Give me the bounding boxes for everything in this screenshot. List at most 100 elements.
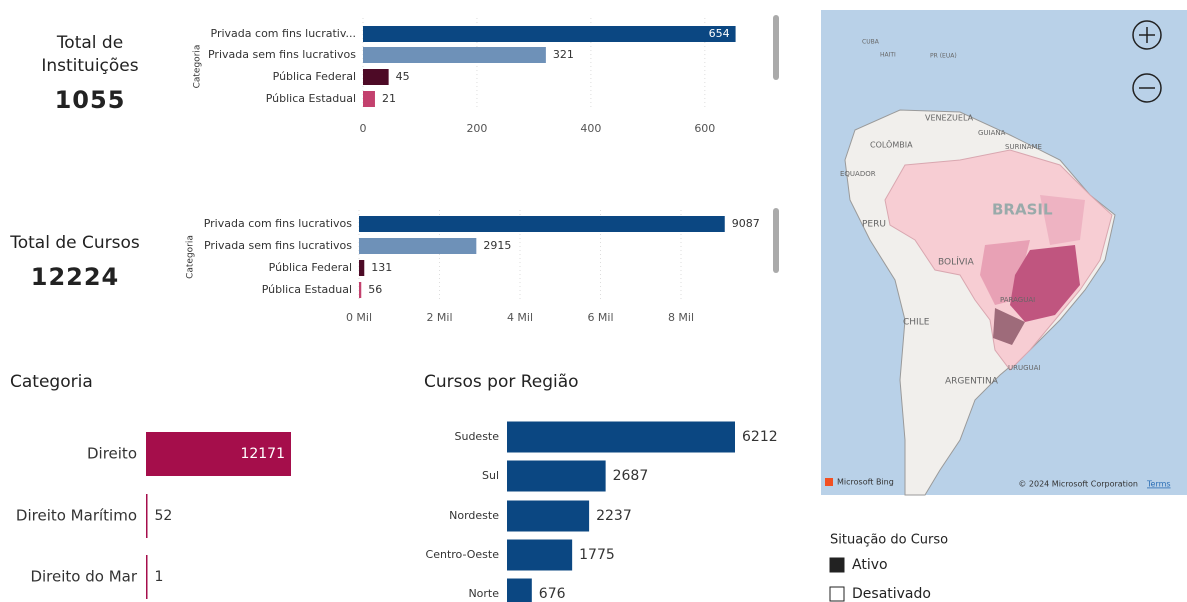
bing-logo bbox=[825, 478, 833, 486]
value-label: 131 bbox=[371, 261, 392, 274]
axis-title: Categoria bbox=[193, 45, 203, 89]
category-label: Privada sem fins lucrativos bbox=[208, 48, 356, 61]
category-label: Direito bbox=[87, 445, 137, 463]
slicer-item[interactable]: Desativado bbox=[852, 586, 931, 602]
category-label: Privada sem fins lucrativos bbox=[204, 239, 352, 252]
map-label: GUIANA bbox=[978, 129, 1006, 137]
x-tick-label: 0 Mil bbox=[346, 311, 372, 324]
bar bbox=[359, 238, 477, 254]
region-nordeste bbox=[1040, 195, 1085, 245]
x-tick-label: 400 bbox=[580, 122, 601, 135]
map-label: HAITI bbox=[880, 52, 896, 59]
category-label: Direito Marítimo bbox=[16, 507, 137, 525]
value-label: 321 bbox=[553, 48, 574, 61]
map-label: COLÔMBIA bbox=[870, 139, 913, 150]
x-tick-label: 200 bbox=[466, 122, 487, 135]
map-terms[interactable]: Terms bbox=[1146, 480, 1171, 489]
map-label: CUBA bbox=[862, 39, 880, 46]
map-label: URUGUAI bbox=[1008, 364, 1041, 372]
map-label: PR (EUA) bbox=[930, 53, 957, 60]
category-label: Norte bbox=[468, 587, 499, 600]
chart-title: Cursos por Região bbox=[424, 372, 579, 392]
bar bbox=[363, 91, 375, 107]
value-label: 9087 bbox=[732, 217, 760, 230]
value-label: 52 bbox=[155, 508, 173, 524]
category-label: Sudeste bbox=[454, 430, 499, 443]
x-tick-label: 600 bbox=[694, 122, 715, 135]
category-label: Privada com fins lucrativ... bbox=[211, 27, 356, 40]
zoom-in-icon bbox=[1139, 27, 1155, 43]
x-tick-label: 8 Mil bbox=[668, 311, 694, 324]
x-tick-label: 2 Mil bbox=[426, 311, 452, 324]
slicer-title: Situação do Curso bbox=[830, 533, 948, 548]
kpi-label: Total de Instituições bbox=[41, 33, 139, 76]
bar bbox=[359, 282, 362, 298]
map-copyright: © 2024 Microsoft Corporation bbox=[1018, 480, 1138, 489]
bar bbox=[507, 578, 532, 602]
category-label: Nordeste bbox=[449, 509, 499, 522]
region-sudeste bbox=[1010, 245, 1080, 322]
value-label: 2915 bbox=[483, 239, 511, 252]
map-label: BRASIL bbox=[992, 201, 1053, 219]
checkbox[interactable] bbox=[829, 586, 845, 602]
bar bbox=[146, 494, 148, 538]
map-label: PERU bbox=[862, 220, 886, 230]
axis-title: Categoria bbox=[186, 235, 196, 279]
bar bbox=[507, 500, 590, 532]
value-label: 2237 bbox=[596, 508, 632, 524]
scrollbar[interactable] bbox=[773, 15, 779, 80]
zoom-in[interactable] bbox=[1132, 20, 1162, 50]
bar bbox=[146, 555, 148, 599]
category-label: Privada com fins lucrativos bbox=[204, 217, 353, 230]
scrollbar[interactable] bbox=[773, 208, 779, 273]
bar bbox=[359, 216, 725, 232]
value-label: 1 bbox=[155, 569, 164, 585]
zoom-out[interactable] bbox=[1132, 73, 1162, 103]
kpi-card: Total de Cursos 12224 bbox=[0, 232, 150, 291]
x-tick-label: 4 Mil bbox=[507, 311, 533, 324]
slicer-item[interactable]: Ativo bbox=[852, 557, 888, 573]
value-label: 45 bbox=[396, 70, 410, 83]
category-label: Pública Federal bbox=[269, 261, 352, 274]
map-label: CHILE bbox=[903, 318, 930, 328]
bar bbox=[363, 47, 546, 63]
map-attribution: Microsoft Bing bbox=[837, 478, 894, 487]
kpi-label: Total de Cursos bbox=[10, 233, 140, 253]
category-label: Pública Estadual bbox=[266, 92, 356, 105]
kpi-card: Total de Instituições 1055 bbox=[10, 32, 170, 114]
bar bbox=[507, 421, 735, 453]
value-label: 6212 bbox=[742, 429, 778, 445]
checkbox[interactable] bbox=[829, 557, 845, 573]
value-label: 12171 bbox=[240, 446, 285, 462]
map-label: PARAGUAI bbox=[1000, 296, 1035, 304]
category-label: Pública Federal bbox=[273, 70, 356, 83]
map-label: SURINAME bbox=[1005, 143, 1042, 151]
bar bbox=[363, 69, 389, 85]
value-label: 676 bbox=[539, 586, 566, 602]
value-label: 56 bbox=[368, 283, 382, 296]
category-label: Direito do Mar bbox=[30, 568, 137, 586]
bar bbox=[146, 432, 291, 476]
map-label: BOLÍVIA bbox=[938, 256, 975, 268]
map-label: VENEZUELA bbox=[925, 114, 974, 123]
bar bbox=[507, 539, 573, 571]
value-label: 2687 bbox=[613, 468, 649, 484]
value-label: 1775 bbox=[579, 547, 615, 563]
kpi-value: 1055 bbox=[54, 86, 126, 114]
map-label: ARGENTINA bbox=[945, 377, 999, 387]
kpi-value: 12224 bbox=[30, 263, 120, 291]
region-sul bbox=[993, 308, 1025, 345]
value-label: 21 bbox=[382, 92, 396, 105]
category-label: Sul bbox=[482, 469, 499, 482]
map-label: EQUADOR bbox=[840, 170, 876, 178]
bar bbox=[359, 260, 365, 276]
bar bbox=[363, 26, 736, 42]
category-label: Centro-Oeste bbox=[426, 548, 500, 561]
value-label: 654 bbox=[709, 27, 730, 40]
chart-title: Categoria bbox=[10, 372, 93, 392]
category-label: Pública Estadual bbox=[262, 283, 352, 296]
x-tick-label: 0 bbox=[360, 122, 367, 135]
x-tick-label: 6 Mil bbox=[587, 311, 613, 324]
